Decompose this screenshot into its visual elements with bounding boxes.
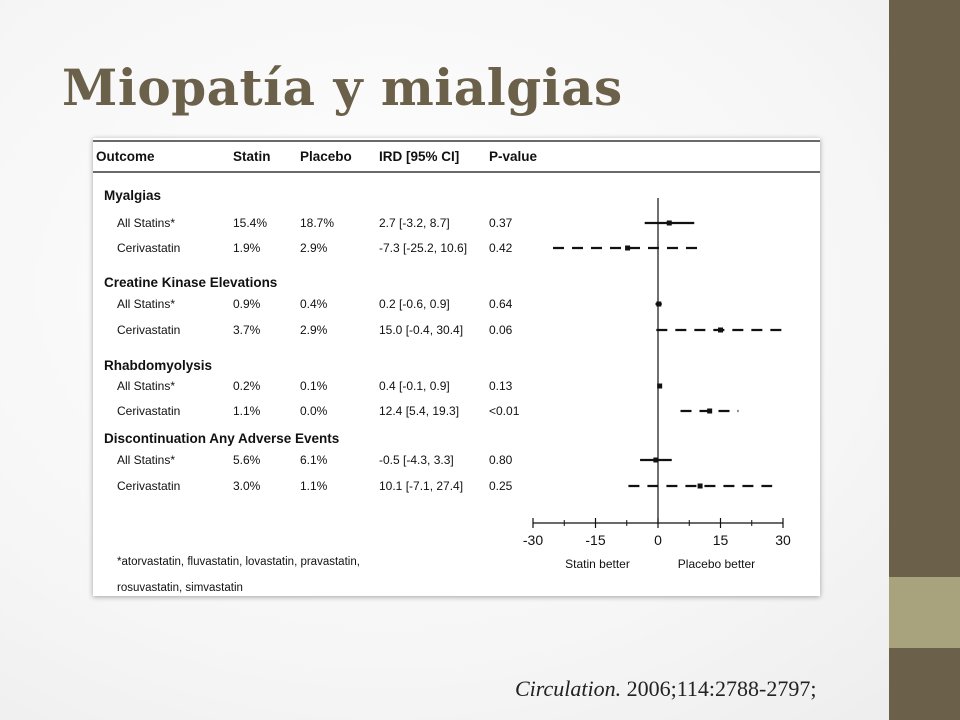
placebo-value: 2.9% — [300, 241, 328, 255]
x-tick-label: -30 — [523, 532, 543, 548]
x-tick-label: 30 — [775, 532, 791, 548]
point-estimate-all-statins — [657, 383, 663, 389]
citation-journal: Circulation. — [515, 676, 622, 701]
ird-value: 15.0 [-0.4, 30.4] — [379, 323, 463, 337]
p-value: 0.64 — [489, 297, 513, 311]
statin-value: 0.9% — [233, 297, 261, 311]
ird-value: 2.7 [-3.2, 8.7] — [379, 216, 450, 230]
p-value: 0.06 — [489, 323, 513, 337]
citation: Circulation. 2006;114:2788-2797; — [515, 676, 817, 702]
p-value: 0.25 — [489, 479, 513, 493]
row-label: Cerivastatin — [117, 479, 180, 493]
p-value: 0.80 — [489, 453, 513, 467]
right-decor-accent — [889, 577, 960, 648]
x-tick-label: -15 — [585, 532, 605, 548]
row-label: Cerivastatin — [117, 241, 180, 255]
row-label: Cerivastatin — [117, 404, 180, 418]
point-estimate-cerivastatin — [697, 483, 703, 489]
p-value: <0.01 — [489, 404, 520, 418]
placebo-value: 18.7% — [300, 216, 334, 230]
point-estimate-all-statins — [653, 457, 659, 463]
forest-plot-svg: Outcome Statin Placebo IRD [95% CI] P-value M… — [93, 140, 820, 594]
column-header-statin: Statin — [233, 149, 271, 164]
point-estimate-cerivastatin — [707, 408, 713, 414]
placebo-value: 0.4% — [300, 297, 328, 311]
placebo-value: 0.1% — [300, 379, 328, 393]
statin-value: 1.9% — [233, 241, 261, 255]
group-title: Rhabdomyolysis — [104, 358, 212, 373]
right-direction-label: Placebo better — [678, 557, 755, 571]
x-tick-label: 0 — [654, 532, 662, 548]
placebo-value: 6.1% — [300, 453, 328, 467]
statin-value: 15.4% — [233, 216, 267, 230]
ird-value: 0.2 [-0.6, 0.9] — [379, 297, 450, 311]
group-title: Creatine Kinase Elevations — [104, 275, 277, 290]
row-label: All Statins* — [117, 216, 175, 230]
citation-reference: 2006;114:2788-2797; — [626, 676, 817, 701]
placebo-value: 0.0% — [300, 404, 328, 418]
point-estimate-all-statins — [656, 301, 662, 307]
statin-value: 3.0% — [233, 479, 261, 493]
slide-title: Miopatía y mialgias — [62, 58, 623, 117]
placebo-value: 1.1% — [300, 479, 328, 493]
p-value: 0.13 — [489, 379, 513, 393]
statin-value: 0.2% — [233, 379, 261, 393]
p-value: 0.37 — [489, 216, 513, 230]
ird-value: 12.4 [5.4, 19.3] — [379, 404, 459, 418]
column-header-ird: IRD [95% CI] — [379, 149, 459, 164]
ird-value: -7.3 [-25.2, 10.6] — [379, 241, 467, 255]
column-header-placebo: Placebo — [300, 149, 352, 164]
row-label: All Statins* — [117, 379, 175, 393]
column-header-p-value: P-value — [489, 149, 538, 164]
group-title: Discontinuation Any Adverse Events — [104, 431, 339, 446]
statin-value: 5.6% — [233, 453, 261, 467]
ird-value: -0.5 [-4.3, 3.3] — [379, 453, 454, 467]
column-header-outcome: Outcome — [96, 149, 155, 164]
ird-value: 0.4 [-0.1, 0.9] — [379, 379, 450, 393]
point-estimate-cerivastatin — [625, 245, 631, 251]
footnote-line: *atorvastatin, fluvastatin, lovastatin, … — [117, 556, 360, 568]
left-direction-label: Statin better — [565, 557, 630, 571]
point-estimate-all-statins — [666, 220, 672, 226]
row-label: All Statins* — [117, 453, 175, 467]
point-estimate-cerivastatin — [718, 327, 723, 333]
p-value: 0.42 — [489, 241, 513, 255]
forest-plot-figure: Outcome Statin Placebo IRD [95% CI] P-value M… — [93, 138, 820, 596]
ird-value: 10.1 [-7.1, 27.4] — [379, 479, 463, 493]
statin-value: 1.1% — [233, 404, 261, 418]
placebo-value: 2.9% — [300, 323, 328, 337]
group-title: Myalgias — [104, 188, 161, 203]
footnote-line: rosuvastatin, simvastatin — [117, 582, 243, 594]
row-label: All Statins* — [117, 297, 175, 311]
x-tick-label: 15 — [713, 532, 729, 548]
row-label: Cerivastatin — [117, 323, 180, 337]
statin-value: 3.7% — [233, 323, 261, 337]
